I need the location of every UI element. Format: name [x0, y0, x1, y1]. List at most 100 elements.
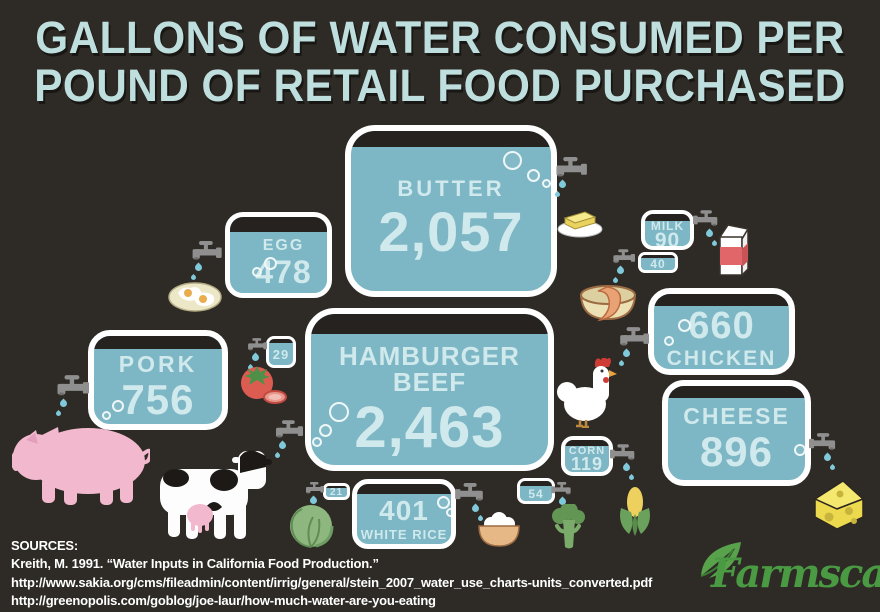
- tank-label: MILK: [650, 219, 685, 233]
- faucet-icon: [304, 482, 324, 515]
- cheese-wedge-icon: [809, 477, 867, 533]
- tank-label: HAMBURGER BEEF: [339, 340, 520, 397]
- faucet-icon: [693, 210, 720, 248]
- tank-corn: CORN 119: [561, 436, 613, 476]
- tank-label: CORN: [568, 445, 606, 457]
- water-drop-icon: [617, 359, 626, 368]
- sources-block: SOURCES: Kreith, M. 1991. “Water Inputs …: [11, 537, 652, 611]
- logo-text: Farmscape: [711, 550, 880, 597]
- tank-text: 40: [641, 258, 675, 270]
- title-line-1: GALLONS OF WATER CONSUMED PER: [35, 12, 845, 63]
- page-title: GALLONS OF WATER CONSUMED PER POUND OF R…: [0, 14, 880, 109]
- milk-carton-icon: [718, 221, 750, 279]
- bubble-icon: [678, 319, 691, 332]
- tank-text: EGG 478: [230, 232, 327, 293]
- tank-unlabeled-54: 54: [517, 478, 555, 504]
- bubble-icon: [503, 151, 522, 170]
- tank-text: 54: [520, 486, 552, 501]
- corn-icon: [617, 486, 653, 538]
- water-drop-icon: [557, 179, 568, 190]
- tank-text: 660 CHICKEN: [654, 306, 789, 369]
- tank-text: MILK 90: [645, 219, 690, 250]
- bubble-icon: [102, 411, 111, 420]
- water-drop-icon: [189, 273, 198, 282]
- bubble-icon: [319, 424, 332, 437]
- tank-label: PORK: [118, 350, 198, 377]
- tank-value: 90: [654, 228, 681, 250]
- tank-unlabeled-29: 29: [266, 336, 296, 368]
- hen-icon: [557, 358, 617, 428]
- tank-value: 756: [121, 375, 195, 423]
- water-drop-icon: [822, 452, 833, 463]
- tank-lid: [357, 484, 451, 494]
- tank-text: 21: [326, 488, 347, 498]
- bubble-icon: [664, 336, 674, 346]
- butter-plate-icon: [557, 206, 603, 238]
- tank-value: 896: [699, 428, 774, 475]
- tank-butter: BUTTER 2,057: [345, 125, 557, 297]
- tank-white-rice: 401 WHITE RICE: [352, 479, 456, 549]
- tank-egg: EGG 478: [225, 212, 332, 298]
- tank-value: 2,463: [354, 394, 505, 460]
- tank-label: CHEESE: [683, 403, 790, 429]
- sources-heading: SOURCES:: [11, 538, 79, 553]
- tank-value: 21: [329, 487, 344, 498]
- tank-cheese: CHEESE 896: [662, 380, 811, 486]
- faucet-icon: [611, 249, 635, 285]
- tank-lid: [668, 386, 805, 398]
- tank-lid: [520, 481, 552, 486]
- tank-chicken: 660 CHICKEN: [648, 288, 795, 375]
- water-drop-icon: [621, 462, 632, 473]
- water-drop-icon: [710, 239, 719, 248]
- tank-hamburger-beef: HAMBURGER BEEF 2,463: [305, 308, 554, 471]
- egg-plate-icon: [168, 281, 222, 313]
- water-drop-icon: [273, 451, 282, 460]
- broccoli-icon: [551, 504, 585, 550]
- tank-lid: [654, 294, 789, 306]
- bubble-icon: [446, 508, 451, 517]
- bubble-icon: [527, 169, 540, 182]
- rice-bowl-icon: [477, 512, 521, 550]
- bubble-icon: [437, 496, 450, 509]
- tank-lid: [311, 314, 548, 334]
- tank-lid: [326, 486, 347, 488]
- tank-value: 2,057: [378, 200, 524, 263]
- tank-milk: MILK 90: [641, 210, 694, 250]
- tank-text: 29: [269, 343, 293, 365]
- title-line-2: POUND OF RETAIL FOOD PURCHASED: [34, 59, 846, 111]
- bubble-icon: [329, 402, 349, 422]
- faucet-icon: [246, 338, 267, 372]
- bubble-icon: [542, 179, 551, 188]
- tank-value: 29: [272, 346, 290, 362]
- water-drop-icon: [828, 463, 837, 472]
- tank-pork: PORK 756: [88, 330, 228, 430]
- tank-lid: [645, 214, 690, 221]
- faucet-icon: [273, 420, 303, 460]
- tank-value: 660: [688, 304, 755, 347]
- tank-lid: [230, 217, 327, 232]
- tank-lid: [94, 336, 222, 349]
- faucet-icon: [553, 157, 587, 199]
- tank-lid: [565, 440, 609, 446]
- tank-text: HAMBURGER BEEF 2,463: [311, 334, 548, 465]
- tank-text: BUTTER 2,057: [351, 147, 551, 291]
- water-drop-icon: [615, 265, 626, 276]
- bubble-icon: [794, 444, 805, 456]
- tank-unlabeled-21: 21: [323, 483, 350, 500]
- tank-value: 40: [650, 257, 666, 271]
- tank-label: WHITE RICE: [360, 527, 448, 542]
- tank-text: 401 WHITE RICE: [357, 494, 451, 544]
- water-drop-icon: [193, 262, 204, 273]
- melon-bowl-icon: [577, 275, 639, 327]
- water-drop-icon: [621, 348, 632, 359]
- sources-url-1: http://www.sakia.org/cms/fileadmin/conte…: [11, 574, 653, 590]
- tank-unlabeled-40: 40: [638, 252, 678, 273]
- tank-lid: [351, 131, 551, 147]
- tank-lid: [269, 339, 293, 343]
- tank-value: 401: [379, 495, 429, 526]
- tank-label: BUTTER: [397, 176, 505, 201]
- water-drop-icon: [704, 228, 715, 239]
- faucet-icon: [189, 241, 222, 282]
- tank-label: CHICKEN: [666, 346, 777, 370]
